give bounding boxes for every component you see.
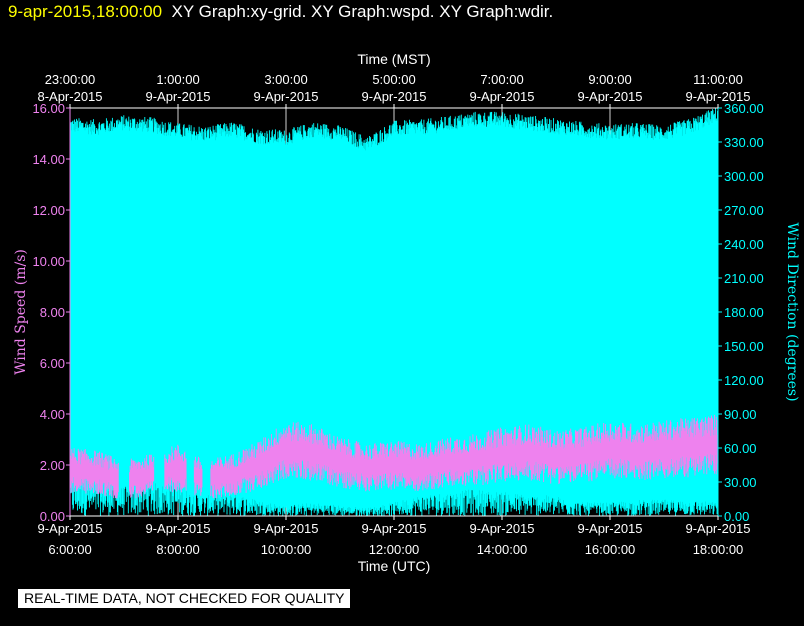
right-tick-label-1: 30.00 xyxy=(724,475,757,490)
left-tick-label-6: 12.00 xyxy=(32,203,65,218)
right-tick-label-10: 300.00 xyxy=(724,169,764,184)
bottom-tick-time-5: 16:00:00 xyxy=(585,542,636,557)
bottom-tick-time-6: 18:00:00 xyxy=(693,542,744,557)
quality-disclaimer: REAL-TIME DATA, NOT CHECKED FOR QUALITY xyxy=(18,589,351,608)
bottom-tick-time-1: 8:00:00 xyxy=(156,542,199,557)
wdir-point-3 xyxy=(126,163,133,169)
bottom-tick-date-4: 9-Apr-2015 xyxy=(469,521,534,536)
top-axis-title: Time (MST) xyxy=(357,51,430,67)
right-tick-label-4: 120.00 xyxy=(724,373,764,388)
right-tick-label-3: 90.00 xyxy=(724,407,757,422)
wdir-point-5 xyxy=(202,148,208,154)
left-tick-label-0: 0.00 xyxy=(40,509,65,524)
right-axis-title: Wind Direction (degrees) xyxy=(784,222,800,401)
top-tick-time-3: 5:00:00 xyxy=(372,72,415,87)
wdir-point-10 xyxy=(153,461,160,467)
bottom-tick-date-6: 9-Apr-2015 xyxy=(685,521,750,536)
right-tick-label-11: 330.00 xyxy=(724,135,764,150)
bottom-tick-time-3: 12:00:00 xyxy=(369,542,420,557)
top-tick-time-6: 11:00:00 xyxy=(693,72,743,87)
left-tick-label-2: 4.00 xyxy=(40,407,65,422)
top-tick-time-0: 23:00:00 xyxy=(45,72,96,87)
top-tick-time-1: 1:00:00 xyxy=(156,72,199,87)
right-tick-label-5: 150.00 xyxy=(724,339,764,354)
header-timestamp: 9-apr-2015,18:00:00 xyxy=(8,2,163,21)
wdir-point-12 xyxy=(175,431,181,438)
top-tick-time-5: 9:00:00 xyxy=(588,72,631,87)
bottom-tick-date-3: 9-Apr-2015 xyxy=(361,521,426,536)
top-tick-date-6: 9-Apr-2015 xyxy=(685,89,750,104)
right-tick-label-8: 240.00 xyxy=(724,237,764,252)
left-tick-label-1: 2.00 xyxy=(40,458,65,473)
left-tick-label-8: 16.00 xyxy=(32,101,65,116)
chart-header: 9-apr-2015,18:00:00 XY Graph:xy-grid. XY… xyxy=(8,2,553,22)
bottom-tick-date-0: 9-Apr-2015 xyxy=(37,521,102,536)
right-tick-label-2: 60.00 xyxy=(724,441,757,456)
top-tick-date-3: 9-Apr-2015 xyxy=(361,89,426,104)
top-tick-date-1: 9-Apr-2015 xyxy=(145,89,210,104)
top-tick-date-4: 9-Apr-2015 xyxy=(469,89,534,104)
right-tick-label-0: 0.00 xyxy=(724,509,749,524)
left-tick-label-4: 8.00 xyxy=(40,305,65,320)
wdir-point-2 xyxy=(121,169,127,176)
wdir-point-0 xyxy=(83,175,89,181)
top-tick-date-0: 8-Apr-2015 xyxy=(37,89,102,104)
left-tick-label-7: 14.00 xyxy=(32,152,65,167)
wdir-point-6 xyxy=(369,167,376,174)
bottom-tick-date-1: 9-Apr-2015 xyxy=(145,521,210,536)
top-tick-date-2: 9-Apr-2015 xyxy=(253,89,318,104)
wdir-point-1 xyxy=(88,167,95,174)
wdir-point-13 xyxy=(202,449,208,456)
right-tick-label-12: 360.00 xyxy=(724,101,764,116)
bottom-tick-date-5: 9-Apr-2015 xyxy=(577,521,642,536)
top-tick-date-5: 9-Apr-2015 xyxy=(577,89,642,104)
wdir-point-11 xyxy=(169,443,176,449)
wdir-point-8 xyxy=(358,235,365,242)
top-tick-time-4: 7:00:00 xyxy=(480,72,523,87)
left-tick-label-3: 6.00 xyxy=(40,356,65,371)
bottom-tick-time-0: 6:00:00 xyxy=(48,542,91,557)
wdir-point-4 xyxy=(196,152,203,159)
bottom-tick-time-4: 14:00:00 xyxy=(477,542,528,557)
wdir-point-7 xyxy=(375,173,381,179)
right-tick-label-9: 270.00 xyxy=(724,203,764,218)
right-tick-label-7: 210.00 xyxy=(724,271,764,286)
header-graph-titles: XY Graph:xy-grid. XY Graph:wspd. XY Grap… xyxy=(171,2,554,21)
right-tick-label-6: 180.00 xyxy=(724,305,764,320)
bottom-tick-date-2: 9-Apr-2015 xyxy=(253,521,318,536)
top-tick-time-2: 3:00:00 xyxy=(264,72,307,87)
bottom-tick-time-2: 10:00:00 xyxy=(261,542,312,557)
left-axis-title: Wind Speed (m/s) xyxy=(13,249,29,375)
bottom-axis-title: Time (UTC) xyxy=(358,558,431,574)
left-tick-label-5: 10.00 xyxy=(32,254,65,269)
